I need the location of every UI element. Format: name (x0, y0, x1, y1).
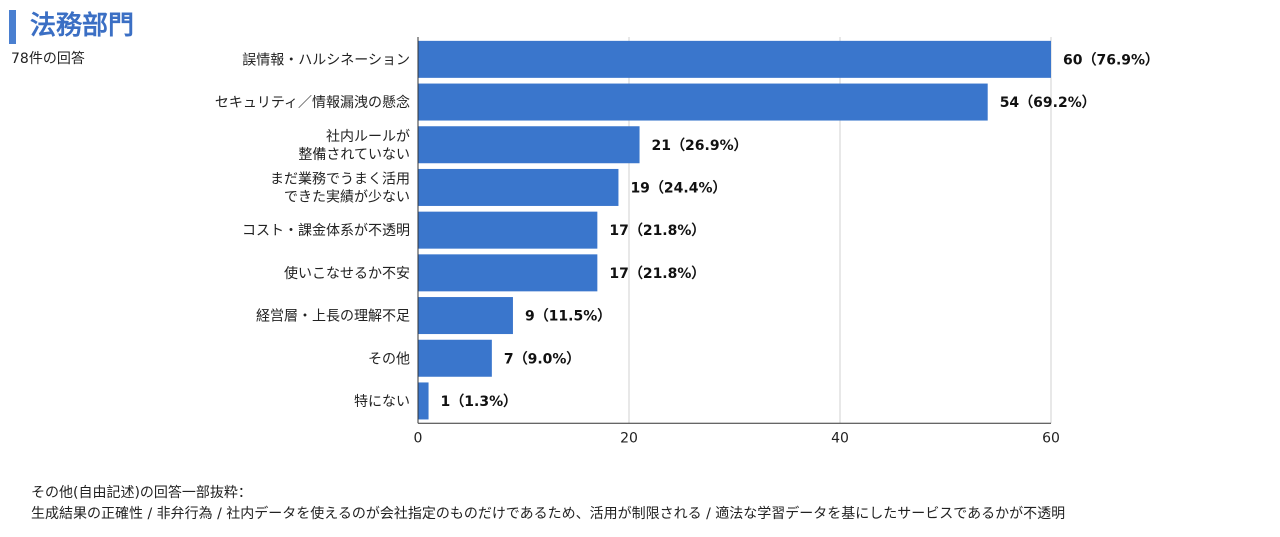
title-accent-bar (9, 10, 16, 44)
bar-6 (418, 297, 513, 335)
data-label-1: 54（69.2%） (1000, 95, 1096, 111)
x-tick-label-2: 40 (831, 430, 849, 446)
category-label-3: まだ業務でうまく活用できた実績が少ない (270, 171, 410, 205)
category-label-4: コスト・課金体系が不透明 (242, 223, 410, 239)
data-label-4: 17（21.8%） (609, 223, 705, 239)
free-text-excerpt: 生成結果の正確性 / 非弁行為 / 社内データを使えるのが会社指定のものだけであ… (31, 506, 1066, 522)
data-label-5: 17（21.8%） (609, 266, 705, 282)
bar-1 (418, 83, 988, 121)
data-label-2: 21（26.9%） (652, 138, 748, 154)
data-label-0: 60（76.9%） (1063, 52, 1159, 68)
bar-2 (418, 126, 640, 164)
chart-title: 法務部門 (30, 11, 135, 41)
response-count: 78件の回答 (11, 51, 85, 67)
category-label-2: 社内ルールが整備されていない (298, 129, 410, 163)
data-label-3: 19（24.4%） (630, 180, 726, 196)
category-label-5: 使いこなせるか不安 (284, 265, 410, 282)
bar-7 (418, 339, 492, 377)
category-label-0: 誤情報・ハルシネーション (242, 52, 410, 68)
category-label-8: 特にない (354, 394, 410, 410)
category-label-7: その他 (368, 351, 410, 367)
bar-chart: 60（76.9%） 誤情報・ハルシネーション 54（69.2%） セキュリティ／情報漏… (215, 37, 1159, 446)
category-label-6: 経営層・上長の理解不足 (256, 309, 410, 325)
data-label-6: 9（11.5%） (525, 309, 611, 325)
data-label-8: 1（1.3%） (441, 394, 518, 410)
bar-8 (418, 382, 429, 420)
free-text-heading: その他(自由記述)の回答一部抜粋： (31, 485, 252, 501)
bar-4 (418, 211, 598, 249)
bar-5 (418, 254, 598, 292)
bar-0 (418, 40, 1051, 78)
category-label-1: セキュリティ／情報漏洩の懸念 (215, 94, 410, 111)
x-tick-label-3: 60 (1042, 430, 1060, 446)
x-tick-label-0: 0 (414, 430, 423, 446)
bar-3 (418, 168, 619, 206)
data-label-7: 7（9.0%） (504, 351, 581, 367)
x-tick-label-1: 20 (620, 430, 638, 446)
